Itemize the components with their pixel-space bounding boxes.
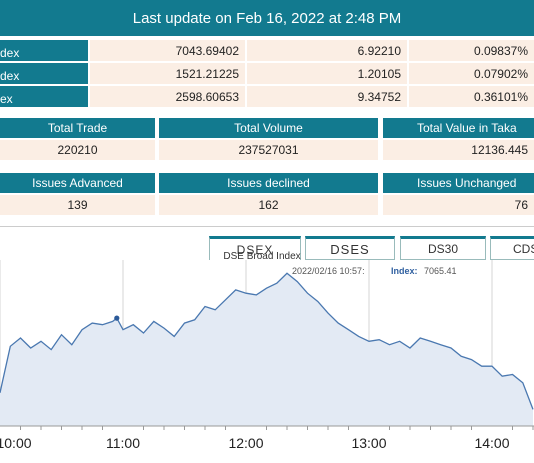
series-area xyxy=(0,273,533,426)
index-chart: DSE Broad Index 2022/02/16 10:57: Index:… xyxy=(0,251,534,451)
issues-value-1: 139 xyxy=(0,195,155,215)
trade-header-1: Total Trade xyxy=(0,118,155,138)
issues-value-3: 76 xyxy=(383,195,534,215)
issues-header-1: Issues Advanced xyxy=(0,173,155,193)
x-tick-label: 13:00 xyxy=(351,435,386,451)
tab-dses-label: DSES xyxy=(330,241,370,257)
hover-marker xyxy=(114,315,120,321)
tab-cdset-label: CDSET xyxy=(513,242,534,256)
series-line xyxy=(0,272,534,410)
index-row-2-name: dex xyxy=(0,63,88,84)
issues-header-2: Issues declined xyxy=(159,173,378,193)
tooltip-label: Index: xyxy=(391,266,418,276)
trade-value-3: 12136.445 xyxy=(383,140,534,160)
tab-dses[interactable]: DSES xyxy=(305,236,395,260)
chart-tooltip: 2022/02/16 10:57: Index: 7065.41 xyxy=(292,266,457,276)
x-tick-label: 12:00 xyxy=(228,435,263,451)
trade-value-2: 237527031 xyxy=(159,140,378,160)
last-update-text: Last update on Feb 16, 2022 at 2:48 PM xyxy=(132,9,402,27)
index-row-2-percent: 0.07902% xyxy=(409,63,534,84)
index-row-2-value: 1521.21225 xyxy=(90,63,245,84)
trade-header-3: Total Value in Taka xyxy=(383,118,534,138)
x-axis-ticks: 10:00 11:00 12:00 13:00 14:00 xyxy=(0,426,534,451)
tab-dsex-label: DSEX xyxy=(236,242,274,257)
index-row-1-name: dex xyxy=(0,40,88,61)
last-update-banner: Last update on Feb 16, 2022 at 2:48 PM xyxy=(0,0,534,36)
trade-value-1: 220210 xyxy=(0,140,155,160)
tooltip-value: 7065.41 xyxy=(424,266,457,276)
index-row-3-name: ex xyxy=(0,86,88,107)
index-row-1-value: 7043.69402 xyxy=(90,40,245,61)
tab-cdset[interactable]: CDSET xyxy=(490,236,534,260)
x-tick-label: 14:00 xyxy=(474,435,509,451)
index-row-1-percent: 0.09837% xyxy=(409,40,534,61)
index-row-3-percent: 0.36101% xyxy=(409,86,534,107)
tab-dsex[interactable]: DSEX xyxy=(209,236,301,260)
index-row-3-change: 9.34752 xyxy=(247,86,407,107)
chart-title: DSE Broad Index xyxy=(223,251,300,262)
x-tick-label: 11:00 xyxy=(106,435,140,451)
tab-ds30-label: DS30 xyxy=(427,242,459,256)
trade-header-2: Total Volume xyxy=(159,118,378,138)
index-row-1-change: 6.92210 xyxy=(247,40,407,61)
tooltip-time: 2022/02/16 10:57: xyxy=(292,266,365,276)
index-row-2-change: 1.20105 xyxy=(247,63,407,84)
x-tick-label: 10:00 xyxy=(0,435,32,451)
issues-header-3: Issues Unchanged xyxy=(383,173,534,193)
index-row-3-value: 2598.60653 xyxy=(90,86,245,107)
issues-value-2: 162 xyxy=(159,195,378,215)
tab-ds30[interactable]: DS30 xyxy=(400,236,486,260)
